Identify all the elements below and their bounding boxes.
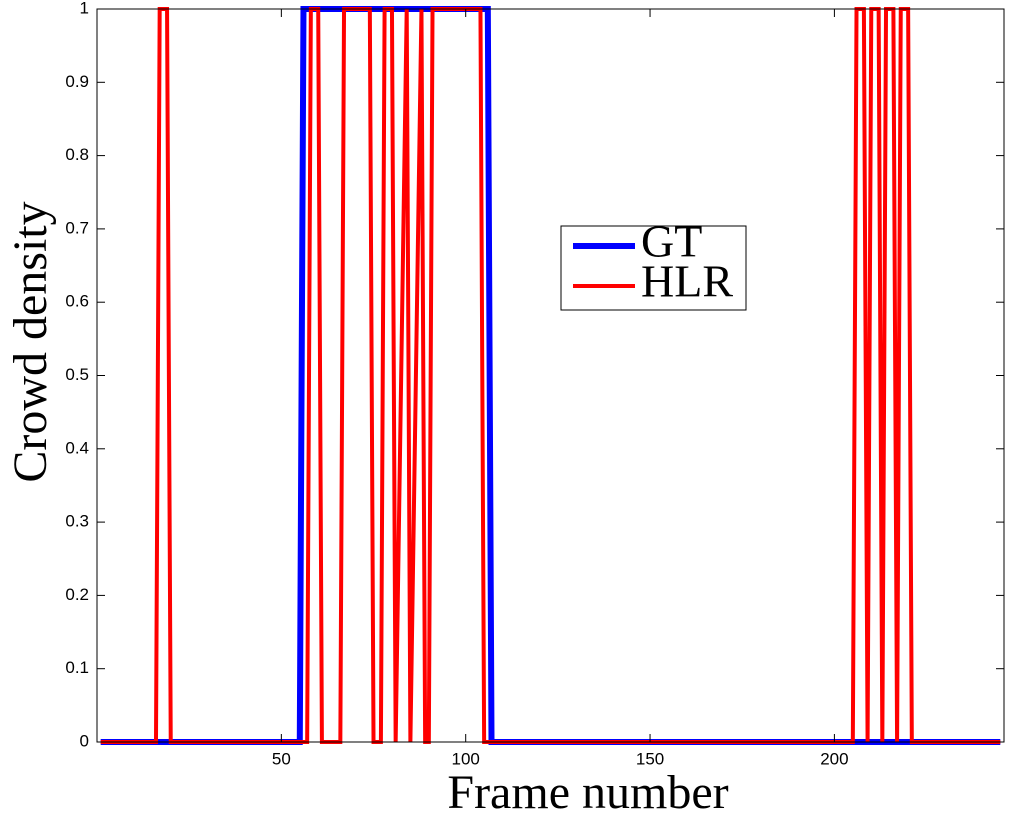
x-axis-label: Frame number — [447, 766, 728, 814]
x-tick-label: 150 — [636, 749, 664, 768]
y-tick-label: 0.1 — [65, 658, 89, 677]
y-tick-label: 0.3 — [65, 512, 89, 531]
x-tick-label: 100 — [452, 749, 480, 768]
legend-box — [560, 225, 747, 311]
y-tick-label: 0.7 — [65, 218, 89, 237]
x-tick-label: 50 — [272, 749, 291, 768]
y-axis-label: Crowd density — [4, 201, 57, 482]
y-tick-label: 1 — [80, 0, 89, 17]
y-tick-label: 0.4 — [65, 438, 89, 457]
y-tick-label: 0.9 — [65, 72, 89, 91]
legend-label: HLR — [641, 256, 733, 307]
y-tick-label: 0 — [80, 731, 89, 750]
legend-label: GT — [641, 216, 702, 267]
y-tick-label: 0.6 — [65, 292, 89, 311]
y-tick-label: 0.2 — [65, 585, 89, 604]
y-tick-label: 0.5 — [65, 365, 89, 384]
x-tick-label: 200 — [820, 749, 848, 768]
y-tick-label: 0.8 — [65, 145, 89, 164]
